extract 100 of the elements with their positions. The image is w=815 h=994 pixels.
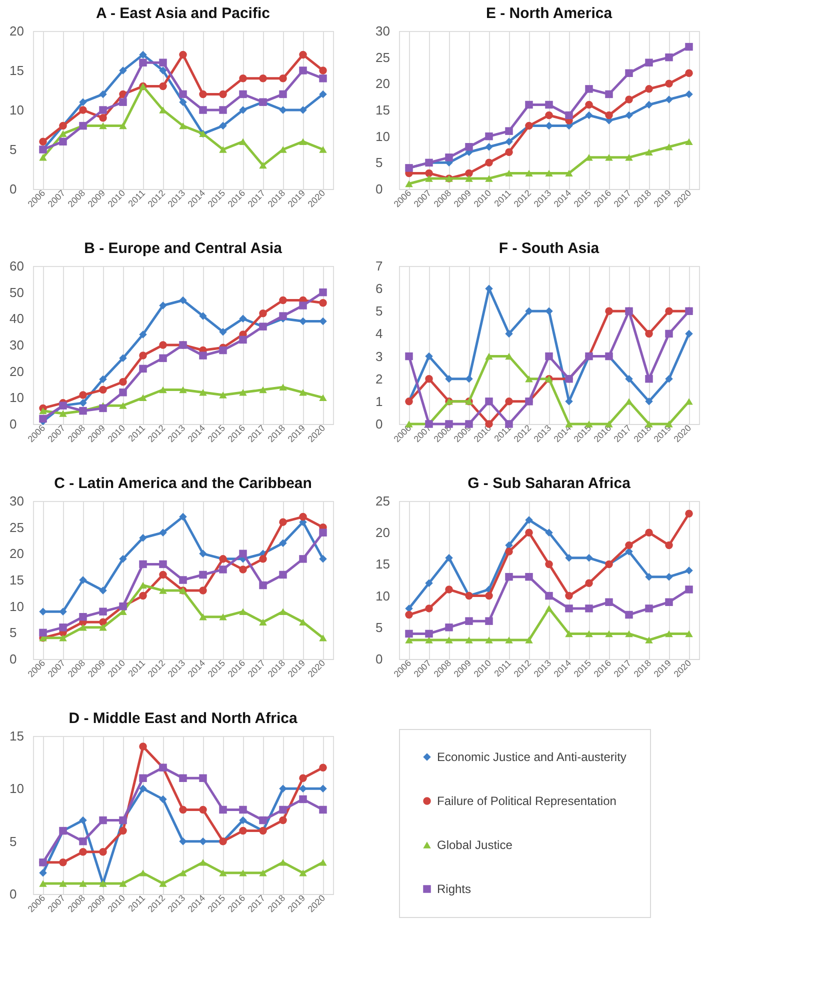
point bbox=[199, 614, 207, 620]
point bbox=[179, 870, 187, 876]
point bbox=[259, 555, 267, 563]
point bbox=[79, 880, 87, 887]
y-tick-label: 0 bbox=[376, 416, 383, 432]
point bbox=[665, 96, 673, 104]
point bbox=[59, 858, 67, 866]
point bbox=[425, 374, 433, 383]
point bbox=[279, 806, 287, 814]
point bbox=[59, 410, 67, 417]
y-tick-label: 20 bbox=[376, 525, 390, 540]
point bbox=[219, 146, 227, 153]
point bbox=[119, 402, 127, 409]
point bbox=[485, 592, 493, 600]
y-tick-label: 7 bbox=[376, 258, 383, 274]
point bbox=[565, 554, 573, 562]
point bbox=[485, 398, 493, 406]
point bbox=[525, 376, 533, 382]
point bbox=[179, 122, 187, 130]
y-tick-label: 10 bbox=[10, 390, 24, 406]
point bbox=[219, 90, 227, 98]
point bbox=[39, 154, 47, 161]
point bbox=[505, 127, 513, 135]
point bbox=[99, 106, 107, 114]
point bbox=[665, 630, 673, 638]
point bbox=[139, 582, 147, 589]
y-tick-label: 25 bbox=[376, 494, 390, 508]
y-tick-label: 5 bbox=[376, 155, 383, 170]
point bbox=[239, 608, 247, 615]
point bbox=[79, 106, 87, 114]
y-tick-label: 15 bbox=[10, 728, 24, 744]
point bbox=[139, 774, 147, 782]
y-tick-label: 2 bbox=[376, 371, 383, 386]
point bbox=[625, 111, 633, 120]
point bbox=[139, 784, 147, 793]
point bbox=[605, 154, 613, 161]
point bbox=[199, 352, 207, 360]
point bbox=[219, 328, 227, 336]
chart-title: D - Middle East and North Africa bbox=[68, 710, 298, 727]
point bbox=[645, 148, 653, 156]
point bbox=[279, 859, 287, 866]
point bbox=[279, 74, 287, 82]
point bbox=[685, 510, 693, 518]
point bbox=[545, 560, 553, 568]
point bbox=[219, 614, 227, 620]
point bbox=[645, 636, 653, 644]
point bbox=[485, 175, 493, 182]
point bbox=[79, 848, 87, 856]
point bbox=[159, 570, 167, 579]
point bbox=[405, 610, 413, 619]
point bbox=[299, 317, 307, 326]
point bbox=[585, 630, 593, 638]
point bbox=[279, 570, 287, 579]
point bbox=[179, 386, 187, 394]
point bbox=[279, 518, 287, 526]
point bbox=[79, 816, 87, 824]
point bbox=[139, 364, 147, 373]
point bbox=[259, 386, 267, 394]
point bbox=[79, 98, 87, 106]
point bbox=[219, 806, 227, 814]
point bbox=[79, 624, 87, 631]
point bbox=[465, 636, 473, 644]
y-tick-label: 25 bbox=[376, 50, 390, 65]
point bbox=[299, 784, 307, 793]
point bbox=[159, 880, 167, 887]
y-tick-label: 3 bbox=[376, 348, 383, 364]
point bbox=[625, 374, 633, 383]
point bbox=[279, 312, 287, 320]
point bbox=[139, 592, 147, 600]
y-tick-label: 4 bbox=[376, 326, 383, 342]
point bbox=[319, 764, 327, 772]
point bbox=[319, 288, 327, 296]
point bbox=[645, 398, 653, 406]
point bbox=[139, 534, 147, 542]
point bbox=[685, 138, 693, 145]
point bbox=[665, 598, 673, 606]
point bbox=[259, 816, 267, 824]
point bbox=[565, 630, 573, 638]
point bbox=[239, 389, 247, 396]
point bbox=[139, 50, 147, 59]
point bbox=[199, 90, 207, 98]
point bbox=[505, 572, 513, 581]
chart-title: F - South Asia bbox=[498, 240, 600, 257]
point bbox=[59, 880, 67, 887]
point bbox=[199, 106, 207, 114]
point bbox=[239, 314, 247, 323]
point bbox=[59, 608, 67, 616]
point bbox=[319, 555, 327, 563]
point bbox=[645, 604, 653, 612]
point bbox=[139, 394, 147, 402]
point bbox=[625, 541, 633, 550]
point bbox=[239, 870, 247, 876]
point bbox=[219, 346, 227, 354]
y-tick-label: 5 bbox=[10, 142, 17, 157]
point bbox=[199, 806, 207, 814]
point bbox=[465, 374, 473, 383]
point bbox=[299, 870, 307, 876]
point bbox=[665, 374, 673, 383]
point bbox=[525, 307, 533, 316]
y-tick-label: 20 bbox=[10, 546, 24, 562]
